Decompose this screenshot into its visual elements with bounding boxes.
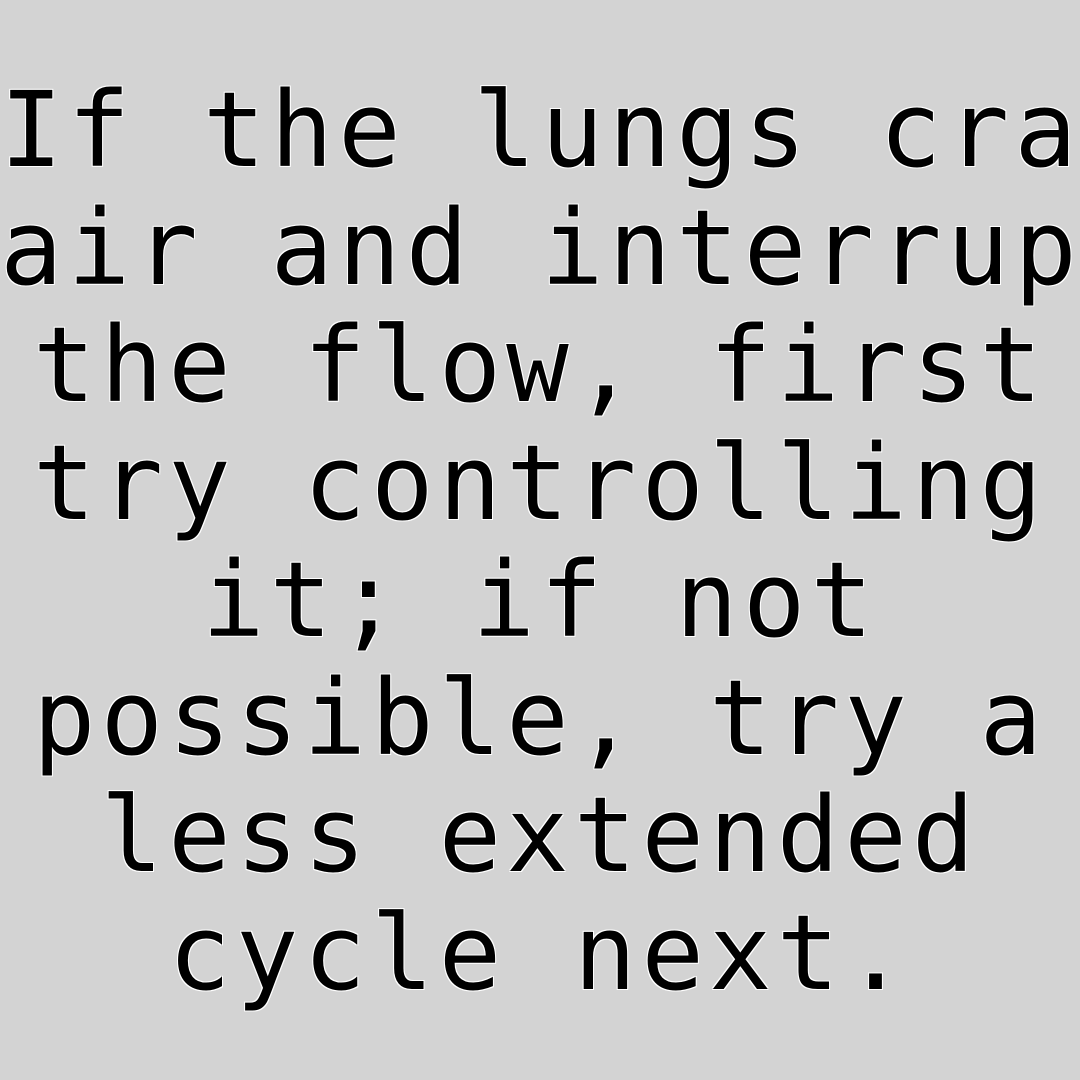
quote-line-8: cycle next. (168, 891, 912, 1014)
quote-line-5: it; if not (201, 539, 879, 661)
quote-line-6: possible, try a (32, 656, 1048, 779)
quote-line-3: the flow, first (32, 304, 1048, 426)
quote-line-4: try controlling (32, 421, 1048, 544)
quote-text: If the lungs crave air and interrupt the… (0, 69, 1080, 1014)
quote-line-1: If the lungs crave (0, 69, 1080, 191)
quote-line-2: air and interrupt (0, 186, 1080, 309)
quote-line-7: less extended (100, 774, 980, 896)
